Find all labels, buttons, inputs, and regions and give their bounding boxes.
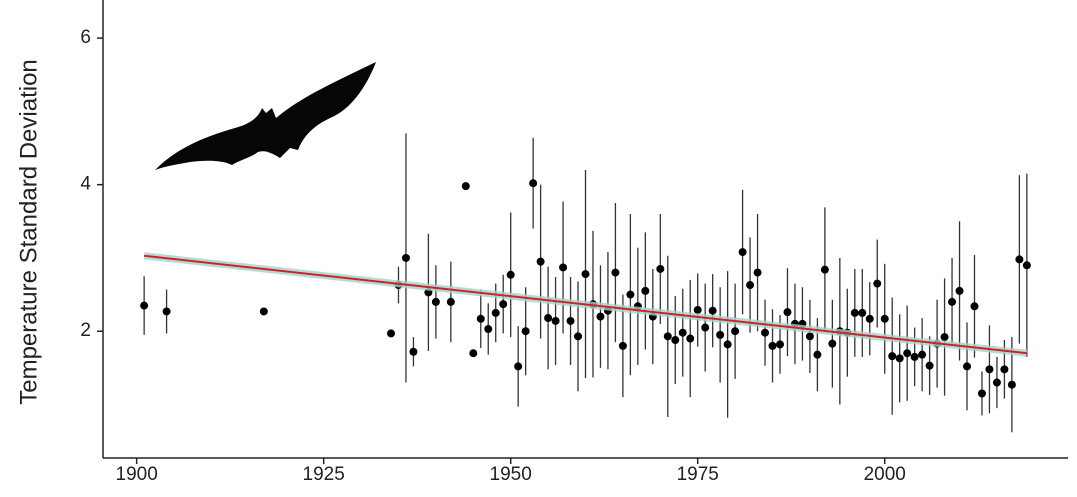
- data-point: [1007, 380, 1016, 389]
- data-point: [873, 279, 882, 288]
- data-point: [401, 253, 410, 262]
- data-point: [940, 333, 949, 342]
- data-point: [716, 330, 725, 339]
- data-point: [678, 328, 687, 337]
- x-tick-label: 1950: [490, 464, 532, 485]
- trend-line: [144, 254, 1027, 355]
- data-point: [686, 334, 695, 343]
- data-point: [880, 314, 889, 323]
- data-point: [731, 327, 740, 336]
- y-tick-label: 6: [80, 27, 91, 48]
- data-point: [918, 350, 927, 359]
- data-point: [723, 340, 732, 349]
- data-point: [985, 365, 994, 374]
- y-tick-label: 2: [80, 320, 91, 341]
- x-tick-label: 1975: [677, 464, 719, 485]
- data-point: [656, 264, 665, 273]
- data-point: [259, 307, 268, 316]
- data-point: [813, 350, 822, 359]
- data-point: [641, 286, 650, 295]
- data-point: [431, 297, 440, 306]
- data-point: [611, 268, 620, 277]
- data-point: [1022, 261, 1031, 270]
- data-point: [895, 354, 904, 363]
- data-point: [746, 281, 755, 290]
- data-point: [1015, 255, 1024, 264]
- data-point: [566, 316, 575, 325]
- y-tick-label: 4: [80, 174, 91, 195]
- data-point: [529, 179, 538, 188]
- data-point: [992, 378, 1001, 387]
- x-tick-label: 1925: [303, 464, 345, 485]
- data-point: [506, 270, 515, 279]
- data-point: [925, 361, 934, 370]
- data-point: [446, 297, 455, 306]
- data-point: [963, 362, 972, 371]
- data-point: [903, 349, 912, 358]
- data-point: [140, 301, 149, 310]
- data-point: [955, 286, 964, 295]
- data-point: [858, 308, 867, 317]
- data-point: [708, 306, 717, 315]
- data-point: [888, 352, 897, 361]
- x-tick-label: 2000: [864, 464, 906, 485]
- data-point: [491, 308, 500, 317]
- data-point: [536, 257, 545, 266]
- data-point: [693, 305, 702, 314]
- data-point: [499, 300, 508, 309]
- data-point: [409, 347, 418, 356]
- data-point: [805, 332, 814, 341]
- data-point: [775, 340, 784, 349]
- data-point: [850, 308, 859, 317]
- data-point: [783, 308, 792, 317]
- data-point: [910, 352, 919, 361]
- data-point: [761, 328, 770, 337]
- data-point: [977, 389, 986, 398]
- data-point: [701, 323, 710, 332]
- data-point: [1000, 365, 1009, 374]
- data-point: [461, 182, 470, 191]
- data-point: [738, 248, 747, 257]
- data-point: [387, 329, 396, 338]
- data-point: [162, 307, 171, 316]
- data-point: [865, 314, 874, 323]
- data-point: [544, 314, 553, 323]
- data-point: [948, 297, 957, 306]
- data-point: [476, 314, 485, 323]
- data-point: [559, 263, 568, 272]
- data-point: [828, 339, 837, 348]
- data-point: [671, 336, 680, 345]
- data-point: [514, 362, 523, 371]
- data-point: [970, 302, 979, 311]
- data-point: [574, 332, 583, 341]
- data-point: [626, 290, 635, 299]
- data-point: [469, 349, 478, 358]
- data-point: [551, 316, 560, 325]
- data-point: [581, 270, 590, 279]
- data-point: [596, 312, 605, 321]
- x-tick-label: 1900: [116, 464, 158, 485]
- data-point: [663, 332, 672, 341]
- data-point: [753, 268, 762, 277]
- data-point: [484, 325, 493, 334]
- y-axis-label: Temperature Standard Deviation: [15, 59, 42, 405]
- data-point: [820, 265, 829, 274]
- data-point: [521, 327, 530, 336]
- data-point: [768, 341, 777, 350]
- data-point: [618, 341, 627, 350]
- bat-silhouette: [155, 62, 376, 170]
